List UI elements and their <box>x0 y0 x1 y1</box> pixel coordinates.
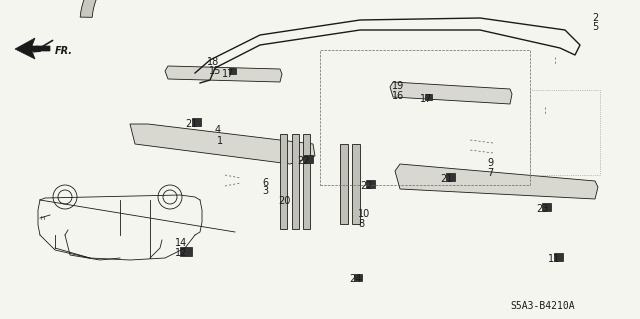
Bar <box>180 247 192 256</box>
Polygon shape <box>395 164 598 199</box>
Bar <box>228 68 236 74</box>
Polygon shape <box>450 0 640 1</box>
Text: 1: 1 <box>217 136 223 146</box>
Text: 20: 20 <box>278 196 291 206</box>
Text: 2: 2 <box>592 13 598 23</box>
Text: 8: 8 <box>358 219 364 229</box>
Text: 23: 23 <box>536 204 548 214</box>
Text: FR.: FR. <box>55 46 73 56</box>
Text: 18: 18 <box>207 57 219 67</box>
Text: 10: 10 <box>358 209 371 219</box>
Polygon shape <box>303 134 310 229</box>
Polygon shape <box>340 144 348 224</box>
Text: 22: 22 <box>360 181 372 191</box>
Polygon shape <box>80 0 640 17</box>
Polygon shape <box>352 144 360 224</box>
Bar <box>445 173 454 181</box>
Polygon shape <box>280 134 287 229</box>
Polygon shape <box>15 38 50 59</box>
Text: 19: 19 <box>392 81 404 91</box>
Bar <box>424 94 431 100</box>
Text: 17: 17 <box>420 94 433 104</box>
Text: H: H <box>41 216 45 221</box>
Bar <box>191 118 200 126</box>
Text: 4: 4 <box>215 125 221 135</box>
Text: 12: 12 <box>175 248 188 258</box>
Polygon shape <box>390 82 512 104</box>
Text: 15: 15 <box>209 66 221 76</box>
Text: 7: 7 <box>487 168 493 178</box>
Text: 9: 9 <box>487 158 493 168</box>
Bar <box>530 90 600 175</box>
Polygon shape <box>292 134 299 229</box>
Text: S5A3-B4210A: S5A3-B4210A <box>510 301 575 311</box>
Bar <box>554 253 563 261</box>
Polygon shape <box>130 124 315 164</box>
Text: 6: 6 <box>262 178 268 188</box>
Text: 21: 21 <box>440 174 452 184</box>
Text: 17: 17 <box>222 69 234 79</box>
Polygon shape <box>165 66 282 82</box>
Text: 11: 11 <box>548 254 560 264</box>
Text: 22: 22 <box>297 156 310 166</box>
Text: 24: 24 <box>349 274 362 284</box>
Text: 5: 5 <box>592 22 598 32</box>
Bar <box>541 203 550 211</box>
Text: 21: 21 <box>185 119 197 129</box>
Text: 14: 14 <box>175 238 188 248</box>
Text: 16: 16 <box>392 91 404 101</box>
Bar <box>354 273 362 280</box>
Bar <box>320 50 530 185</box>
Bar <box>365 180 374 188</box>
Text: 3: 3 <box>262 186 268 196</box>
Bar <box>303 155 312 163</box>
